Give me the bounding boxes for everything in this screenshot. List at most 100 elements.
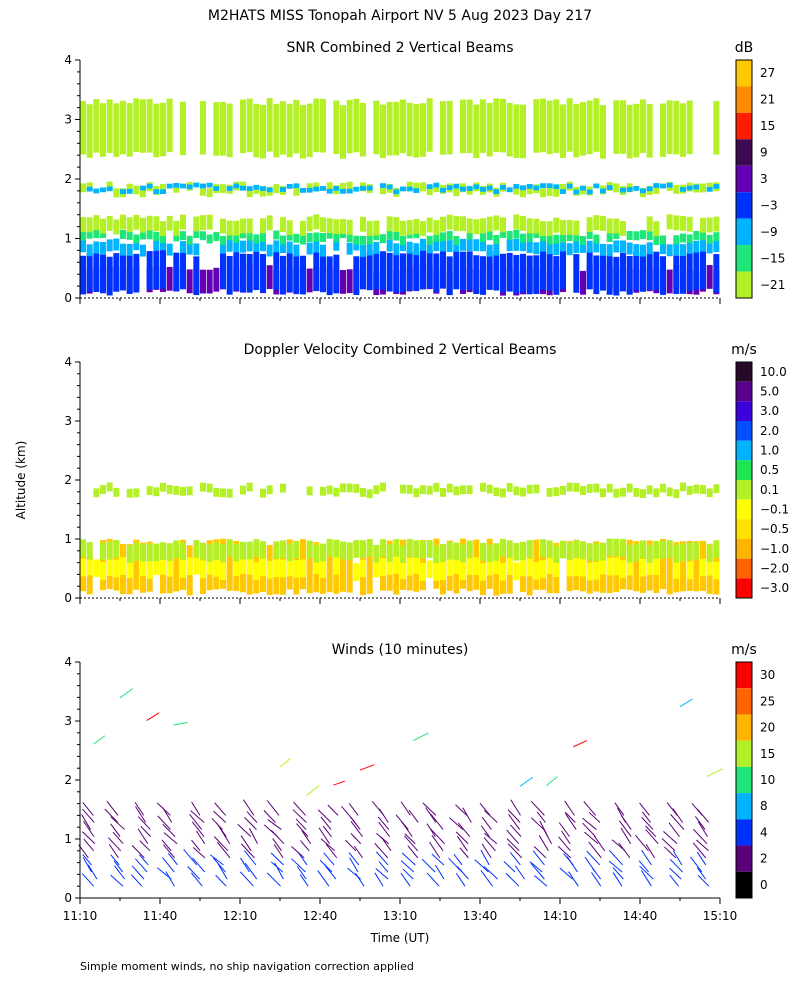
snr-cell	[360, 185, 366, 191]
vel-cell	[706, 488, 713, 498]
winds-barb	[318, 827, 330, 844]
vel-heatmap	[80, 482, 720, 596]
snr-cell	[440, 187, 446, 193]
vel-cell	[293, 540, 300, 559]
snr-colorbar-label: −15	[760, 251, 785, 265]
vel-cell	[146, 560, 153, 579]
winds-barb	[669, 867, 682, 880]
snr-cell	[573, 189, 580, 195]
snr-cell	[326, 182, 333, 192]
snr-cell	[260, 253, 266, 293]
snr-cell	[413, 188, 420, 193]
snr-cell	[346, 219, 353, 235]
snr-cell	[453, 250, 460, 290]
snr-cell	[693, 184, 700, 190]
snr-cell	[393, 101, 400, 156]
vel-ytick-label: 3	[64, 414, 72, 428]
vel-cell	[606, 483, 613, 493]
winds-barb	[666, 802, 678, 816]
snr-cell	[286, 103, 293, 158]
winds-barb	[82, 808, 95, 823]
snr-cell	[226, 220, 233, 236]
snr-cell	[346, 181, 353, 191]
snr-cell	[246, 253, 253, 293]
winds-barb	[413, 732, 429, 742]
winds-colorbar-label: 0	[760, 878, 768, 892]
winds-barb	[301, 830, 312, 844]
winds-barb	[317, 809, 332, 823]
vel-cell	[426, 540, 433, 558]
winds-barb	[191, 801, 201, 816]
snr-cell	[293, 255, 300, 295]
snr-cell	[266, 215, 273, 231]
winds-barb	[347, 867, 361, 880]
vel-cell	[260, 541, 266, 559]
winds-barb	[588, 841, 602, 859]
snr-cell	[333, 254, 340, 294]
vel-cell	[640, 558, 646, 577]
snr-cell	[220, 235, 226, 245]
snr-cell	[80, 183, 86, 193]
snr-cell	[340, 188, 346, 194]
snr-cell	[260, 218, 266, 234]
winds-barb	[240, 857, 250, 873]
winds-barb	[327, 804, 339, 816]
vel-cell	[280, 483, 286, 493]
snr-cell	[413, 252, 420, 292]
vel-cell	[280, 559, 286, 578]
snr-cell	[446, 100, 453, 155]
snr-cell	[306, 103, 313, 158]
snr-cell	[406, 241, 413, 254]
snr-cell	[600, 251, 606, 291]
snr-cell	[413, 104, 420, 158]
winds-barb	[530, 863, 545, 880]
snr-cell	[626, 242, 633, 255]
vel-cell	[433, 563, 440, 581]
snr-cell	[120, 100, 126, 155]
vel-cell	[480, 563, 486, 581]
snr-cell	[713, 240, 720, 253]
vel-cell	[680, 543, 686, 562]
vel-cell	[160, 482, 166, 492]
snr-cell	[420, 221, 426, 236]
snr-cell	[126, 183, 133, 193]
snr-cell	[700, 239, 706, 252]
snr-cell	[606, 256, 613, 295]
snr-colorbar-label: 15	[760, 119, 775, 133]
winds-barb	[296, 823, 309, 837]
vel-cell	[360, 540, 366, 558]
snr-cell	[500, 228, 506, 238]
snr-cell	[453, 236, 460, 245]
snr-cell	[606, 233, 613, 242]
snr-cell	[233, 240, 240, 252]
vel-cell	[266, 485, 273, 495]
snr-colorbar-label: −3	[760, 198, 778, 212]
snr-cell	[620, 221, 626, 236]
snr-cell	[553, 243, 560, 256]
vel-cell	[460, 562, 466, 581]
winds-barb	[617, 807, 626, 823]
winds-barb	[130, 874, 143, 887]
winds-barb	[240, 843, 255, 859]
snr-cell	[566, 183, 573, 189]
snr-cell	[93, 241, 100, 254]
winds-barb	[481, 843, 492, 859]
snr-cell	[673, 255, 680, 295]
vel-cell	[473, 557, 480, 576]
vel-cell	[393, 556, 400, 574]
vel-cell	[673, 489, 680, 499]
vel-cell	[500, 488, 506, 498]
snr-cell	[80, 240, 86, 253]
winds-barb	[635, 834, 649, 852]
vel-cell	[140, 558, 146, 577]
vel-colorbar-swatch	[736, 362, 752, 382]
snr-cell	[513, 183, 520, 189]
winds-barb	[291, 846, 305, 859]
snr-cell	[520, 104, 526, 159]
winds-colorbar-swatch	[736, 845, 752, 872]
snr-cell	[313, 252, 320, 292]
vel-cell	[306, 543, 313, 594]
vel-cell	[160, 542, 166, 560]
winds-barb	[668, 822, 680, 837]
snr-cell	[540, 221, 546, 237]
